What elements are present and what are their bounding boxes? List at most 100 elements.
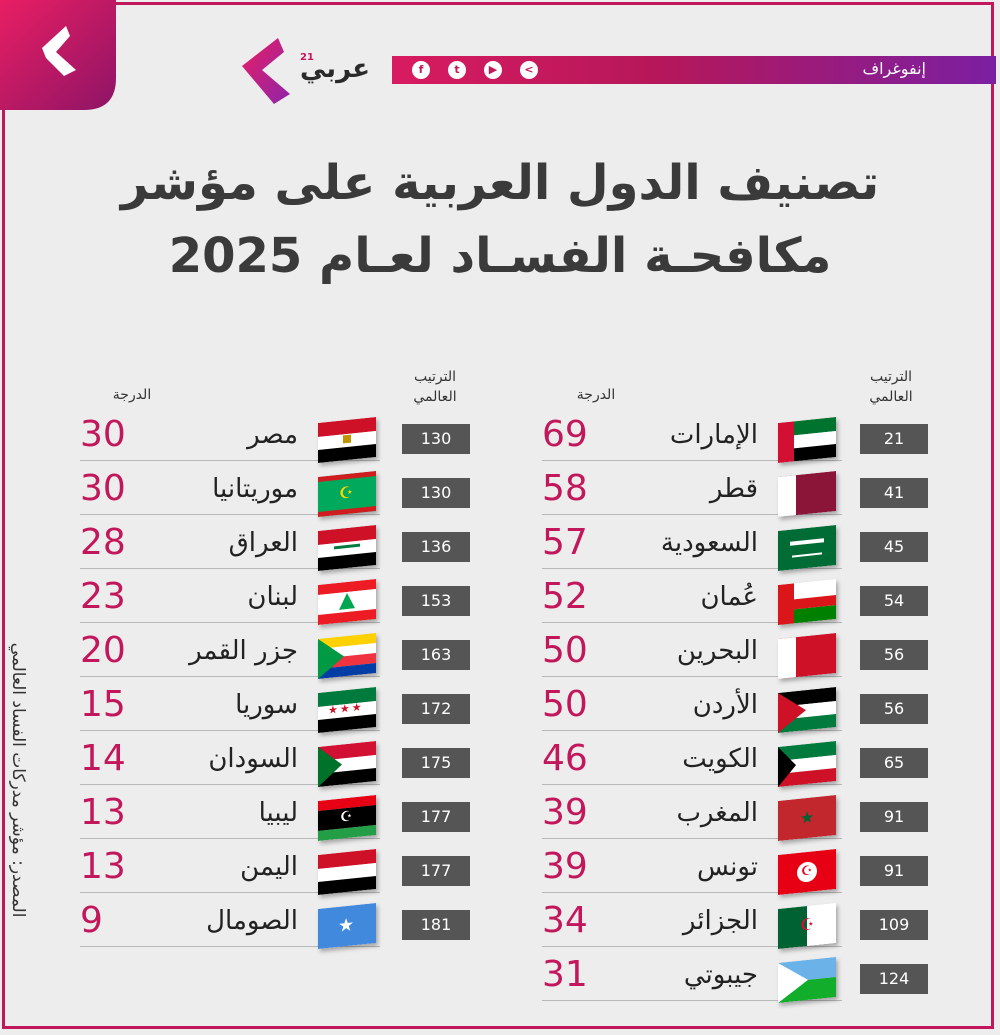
rank-header-left-line2: العالمي: [413, 389, 457, 405]
score-value: 31: [542, 954, 588, 995]
score-value: 9: [80, 900, 103, 941]
rank-badge: 109: [860, 910, 928, 940]
rank-badge: 130: [402, 424, 470, 454]
right_table-row: 50 البحرين 56: [0, 630, 1000, 680]
row-divider: [80, 892, 380, 893]
country-name: لبنان: [247, 582, 298, 612]
left_table-row: 13 اليمن 177: [0, 846, 1000, 896]
brand-superscript: 21: [300, 52, 314, 63]
score-value: 50: [542, 630, 588, 671]
country-name: الإمارات: [669, 420, 758, 450]
left_table-row: 28 العراق 136: [0, 522, 1000, 572]
source-text: المصدر: مؤشر مدركات الفساد العالمي: [8, 642, 28, 918]
rank-badge: 136: [402, 532, 470, 562]
left_table-row: 30 مصر 130: [0, 414, 1000, 464]
mauritania-flag: ☪: [318, 470, 376, 518]
score-value: 57: [542, 522, 588, 563]
rank-badge: 91: [860, 802, 928, 832]
lebanon-flag: [318, 578, 376, 626]
country-name: الصومال: [206, 906, 298, 936]
row-divider: [80, 676, 380, 677]
row-divider: [542, 1000, 842, 1001]
twitter-icon[interactable]: t: [448, 61, 466, 79]
iraq-flag: [318, 524, 376, 572]
rank-badge: 45: [860, 532, 928, 562]
country-name: السودان: [208, 744, 298, 774]
rank-badge: 54: [860, 586, 928, 616]
row-divider: [542, 676, 842, 677]
rank-header-left-line1: الترتيب: [414, 369, 456, 385]
youtube-icon[interactable]: ▶: [484, 61, 502, 79]
score-value: 14: [80, 738, 126, 779]
row-divider: [80, 784, 380, 785]
left_table-row: 14 السودان 175: [0, 738, 1000, 788]
brand-name: عربي: [300, 54, 371, 84]
rank-header-left: الترتيب العالمي: [400, 367, 470, 407]
row-divider: [80, 568, 380, 569]
right_table-row: 34 الجزائر ☪ 109: [0, 900, 1000, 950]
country-name: المغرب: [676, 798, 758, 828]
score-value: 13: [80, 792, 126, 833]
left_table-row: 13 ليبيا ☪ 177: [0, 792, 1000, 842]
row-divider: [542, 784, 842, 785]
row-divider: [80, 838, 380, 839]
egypt-flag: [318, 416, 376, 464]
score-value: 23: [80, 576, 126, 617]
country-name: الكويت: [682, 744, 758, 774]
row-divider: [542, 514, 842, 515]
source-note: المصدر: مؤشر مدركات الفساد العالمي: [4, 600, 32, 960]
right_table-row: 58 قطر 41: [0, 468, 1000, 518]
row-divider: [542, 946, 842, 947]
rank-badge: 124: [860, 964, 928, 994]
country-name: موريتانيا: [212, 474, 298, 504]
row-divider: [80, 730, 380, 731]
rank-badge: 172: [402, 694, 470, 724]
country-name: تونس: [696, 852, 758, 882]
rank-header-right-line1: الترتيب: [870, 369, 912, 385]
country-name: قطر: [709, 474, 758, 504]
row-divider: [542, 730, 842, 731]
country-name: العراق: [228, 528, 298, 558]
score-value: 46: [542, 738, 588, 779]
score-value: 39: [542, 846, 588, 887]
left_table-row: 23 لبنان 153: [0, 576, 1000, 626]
rank-badge: 177: [402, 856, 470, 886]
right_table-row: 39 المغرب ★ 91: [0, 792, 1000, 842]
country-name: جيبوتي: [683, 960, 758, 990]
row-divider: [80, 946, 380, 947]
libya-flag: ☪: [318, 794, 376, 842]
rank-header-right-line2: العالمي: [869, 389, 913, 405]
rank-badge: 181: [402, 910, 470, 940]
row-divider: [542, 838, 842, 839]
score-value: 58: [542, 468, 588, 509]
country-name: الجزائر: [682, 906, 758, 936]
rank-badge: 56: [860, 694, 928, 724]
right_table-row: 52 عُمان 54: [0, 576, 1000, 626]
somalia-flag: ★: [318, 902, 376, 950]
arabi21-icon[interactable]: <: [520, 61, 538, 79]
yemen-flag: [318, 848, 376, 896]
row-divider: [80, 460, 380, 461]
country-name: عُمان: [700, 582, 758, 612]
right_table-row: 50 الأردن 56: [0, 684, 1000, 734]
country-name: الأردن: [692, 690, 758, 720]
right_table-row: 46 الكويت 65: [0, 738, 1000, 788]
rank-badge: 41: [860, 478, 928, 508]
top-bar: f t ▶ < إنفوغراف: [392, 56, 996, 84]
rank-badge: 130: [402, 478, 470, 508]
facebook-icon[interactable]: f: [412, 61, 430, 79]
left_table-row: 30 موريتانيا ☪ 130: [0, 468, 1000, 518]
rank-badge: 163: [402, 640, 470, 670]
rank-header-right: الترتيب العالمي: [856, 367, 926, 407]
title-line-2: مكافحـة الفسـاد لعـام 2025: [168, 228, 832, 284]
country-name: البحرين: [676, 636, 758, 666]
left_table-row: 15 سوريا ★★★ 172: [0, 684, 1000, 734]
country-name: مصر: [247, 420, 298, 450]
right_table-row: 69 الإمارات 21: [0, 414, 1000, 464]
country-name: سوريا: [235, 690, 298, 720]
score-value: 50: [542, 684, 588, 725]
row-divider: [80, 622, 380, 623]
score-header-left: الدرجة: [112, 387, 152, 403]
score-value: 34: [542, 900, 588, 941]
country-name: السعودية: [660, 528, 758, 558]
